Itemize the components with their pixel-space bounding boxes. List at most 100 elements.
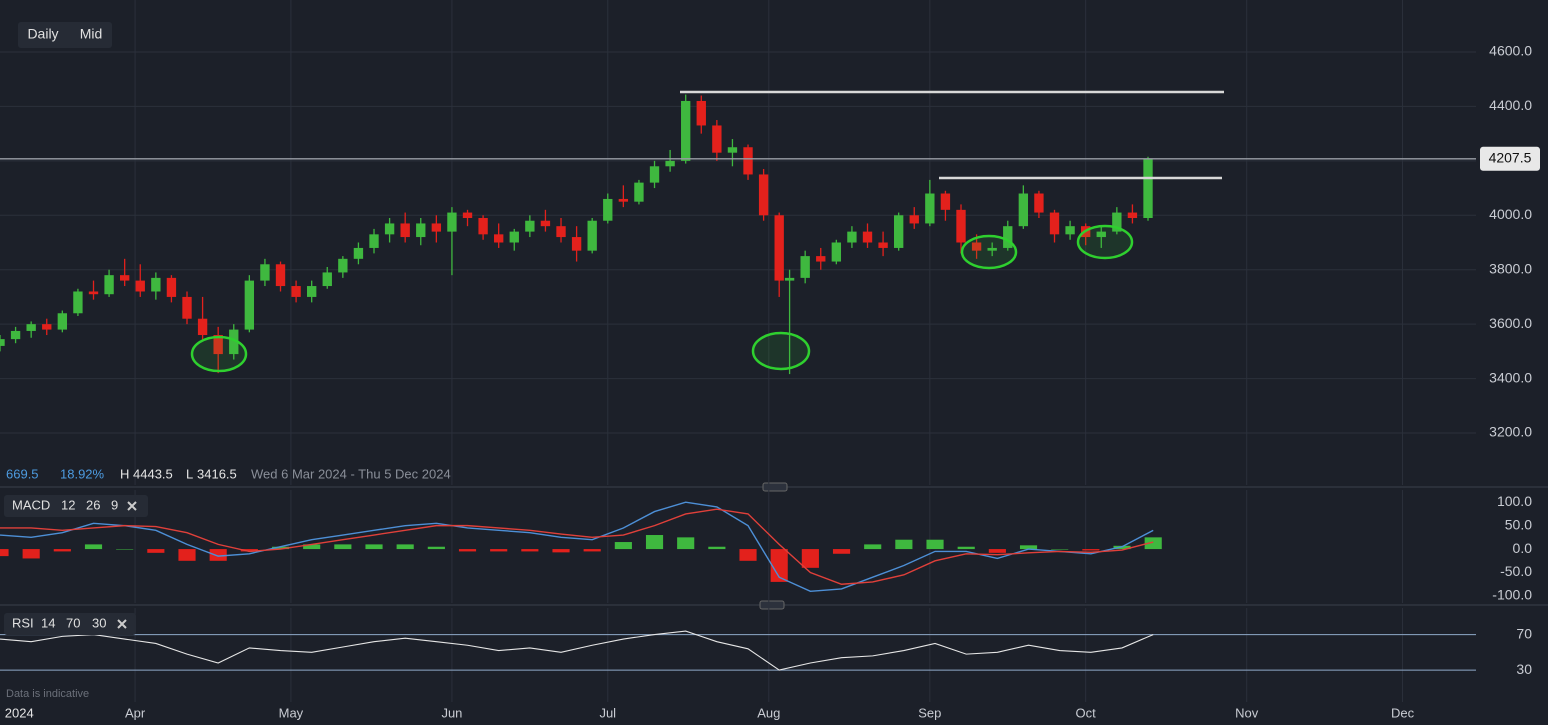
histogram-bar [957, 546, 975, 550]
resize-handle[interactable] [759, 600, 785, 610]
candle-body [1127, 212, 1138, 219]
histogram-bar [178, 549, 196, 561]
rsi-param: 70 [66, 615, 80, 630]
candle-body [88, 291, 99, 295]
candle-body [540, 220, 551, 227]
date-range: Wed 6 Mar 2024 - Thu 5 Dec 2024 [251, 466, 451, 481]
candle-body [307, 286, 317, 297]
drawings [190, 90, 1224, 373]
candle-body [1143, 158, 1153, 219]
candle-body [525, 220, 535, 232]
y-tick-label: 3800.0 [1489, 260, 1532, 276]
candle-body [260, 264, 270, 281]
histogram-bar [209, 549, 227, 561]
candle-body [182, 296, 192, 319]
rsi-title: RSI [12, 615, 34, 630]
y-tick-label: 0.0 [1513, 540, 1533, 556]
histogram-bar [303, 544, 321, 550]
candle-body [213, 335, 223, 355]
close-icon[interactable] [117, 619, 127, 629]
macd-param: 26 [86, 497, 100, 512]
candle-body [73, 291, 83, 314]
candle-body [774, 215, 784, 281]
candle-body [800, 256, 810, 278]
close-icon[interactable] [127, 501, 137, 511]
candle-body [727, 147, 738, 153]
candle-body [971, 242, 982, 251]
candle-body [151, 277, 161, 292]
candle-body [509, 231, 519, 243]
histogram-bar [271, 546, 290, 550]
histogram-bar [708, 546, 726, 550]
candle-body [291, 286, 301, 297]
candle-body [447, 212, 457, 232]
histogram-bar [427, 546, 445, 550]
candle-body [494, 234, 504, 243]
candle-body [1034, 193, 1044, 213]
candle-body [784, 277, 795, 281]
histogram-bar [614, 542, 632, 550]
candle-body [556, 226, 566, 238]
candle-body [26, 324, 36, 331]
candle-body [166, 277, 177, 297]
histogram-bar [0, 549, 9, 557]
candle-body [369, 234, 379, 248]
macd-line [0, 508, 1154, 585]
x-tick-label: 2024 [5, 705, 34, 720]
highlight-ellipse [1076, 224, 1134, 260]
x-tick-label: Nov [1235, 705, 1259, 720]
histogram-bar [365, 544, 383, 550]
candle-body [104, 275, 114, 295]
last-price-label: 4207.5 [1489, 150, 1532, 166]
rsi-legend [4, 613, 136, 635]
candle-body [197, 318, 208, 336]
histogram-bar [521, 549, 539, 552]
rsi-pane: 70 30 [0, 608, 1532, 702]
y-tick-label: 30 [1516, 661, 1532, 677]
x-tick-label: Apr [125, 705, 146, 720]
y-tick-label: 3200.0 [1489, 424, 1532, 440]
toolbar [18, 22, 112, 48]
x-tick-label: Jul [599, 705, 616, 720]
macd-pane: 100.0 50.0 0.0 -50.0 -100.0 [0, 490, 1532, 603]
histogram-bar [490, 549, 508, 552]
candle-body [603, 198, 613, 221]
candle-body [878, 242, 888, 248]
y-tick-label: 70 [1516, 625, 1532, 641]
highlight-ellipse [751, 331, 811, 371]
candle-body [987, 247, 997, 251]
candle-body [831, 242, 842, 262]
last-price-box [1480, 146, 1540, 171]
y-tick-label: 4600.0 [1489, 43, 1532, 59]
histogram-bar [334, 544, 352, 550]
candle-body [135, 280, 145, 292]
candle-body [940, 193, 951, 210]
histogram-bar [1051, 549, 1069, 550]
x-tick-label: Sep [918, 705, 941, 720]
x-tick-label: Dec [1391, 705, 1415, 720]
histogram-bar [926, 539, 944, 550]
candle-body [909, 215, 919, 224]
price-type-button[interactable]: Mid [80, 26, 103, 42]
candle-body [681, 100, 691, 161]
histogram-bar [240, 549, 258, 552]
highlight-ellipse [190, 335, 248, 373]
resize-handle[interactable] [762, 482, 788, 492]
candle-body [384, 223, 395, 235]
candle-body [758, 174, 769, 216]
candle-body [462, 212, 473, 219]
candle-body [743, 147, 753, 175]
interval-button[interactable]: Daily [27, 26, 58, 42]
histogram-bar [645, 535, 664, 550]
candle-body [649, 166, 660, 183]
histogram-bar [552, 549, 570, 553]
histogram-bar [739, 549, 757, 561]
histogram-bar [396, 544, 414, 550]
candle-body [696, 100, 706, 126]
macd-line [0, 501, 1154, 592]
x-tick-label: May [279, 705, 304, 720]
low-value: 3416.5 [197, 466, 237, 481]
y-tick-label: 4400.0 [1489, 97, 1532, 113]
histogram-bar [1019, 545, 1038, 550]
